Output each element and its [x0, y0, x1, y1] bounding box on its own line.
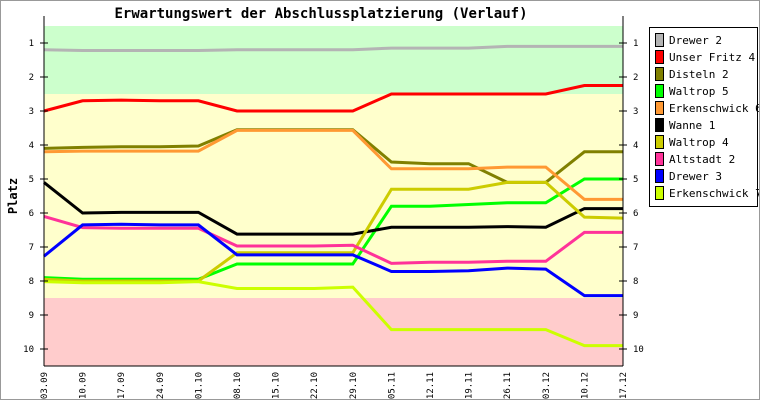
x-tick-label: 03.09	[40, 372, 50, 399]
y-tick-label: 3	[29, 107, 34, 117]
legend-item: Waltrop 5	[655, 84, 729, 100]
y-tick-label-right: 10	[633, 345, 644, 355]
y-tick-label-right: 9	[633, 311, 638, 321]
series-line-erkenschwick-6	[43, 128, 623, 201]
x-tick-label: 05.11	[387, 372, 397, 399]
zone-band	[44, 298, 623, 366]
legend-label: Waltrop 5	[669, 85, 729, 98]
zone-band	[44, 26, 623, 94]
y-tick-label-right: 3	[633, 107, 638, 117]
legend-swatch	[655, 169, 664, 183]
x-tick-label: 03.12	[542, 372, 552, 399]
legend-swatch	[655, 118, 664, 132]
series-line-waltrop-5	[43, 177, 623, 281]
legend-swatch	[655, 67, 664, 81]
legend-swatch	[655, 33, 664, 47]
legend: Drewer 2 Unser Fritz 4 Disteln 2 Waltrop 5 E…	[649, 27, 760, 207]
x-tick-label: 29.10	[349, 372, 359, 399]
y-tick-label: 5	[29, 175, 34, 185]
y-tick-label-right: 4	[633, 141, 638, 151]
x-tick-label: 10.09	[79, 372, 89, 399]
x-tick-label: 01.10	[194, 372, 204, 399]
y-tick-label: 4	[29, 141, 34, 151]
legend-item: Unser Fritz 4	[655, 50, 755, 66]
y-tick-label-right: 1	[633, 39, 638, 49]
y-tick-label-right: 2	[633, 73, 638, 83]
x-tick-label: 10.12	[580, 372, 590, 399]
x-tick-label: 26.11	[503, 372, 513, 399]
y-tick-label-right: 8	[633, 277, 638, 287]
legend-label: Waltrop 4	[669, 136, 729, 149]
legend-item: Waltrop 4	[655, 135, 729, 151]
y-axis-label: Platz	[6, 178, 20, 214]
legend-label: Drewer 2	[669, 34, 722, 47]
series-line-altstadt-2	[43, 214, 623, 265]
legend-swatch	[655, 186, 664, 200]
legend-item: Drewer 2	[655, 33, 722, 49]
legend-label: Unser Fritz 4	[669, 51, 756, 64]
legend-item: Erkenschwick 7	[655, 186, 760, 202]
series-line-erkenschwick-7	[43, 280, 623, 348]
y-tick-label: 7	[29, 243, 34, 253]
legend-label: Wanne 1	[669, 119, 716, 132]
legend-item: Erkenschwick 6	[655, 101, 760, 117]
x-tick-label: 17.09	[117, 372, 127, 399]
series-line-unser-fritz-4	[43, 84, 623, 113]
series-line-wanne-1	[43, 181, 623, 236]
legend-swatch	[655, 152, 664, 166]
legend-label: Disteln 2	[669, 68, 729, 81]
legend-swatch	[655, 135, 664, 149]
legend-item: Wanne 1	[655, 118, 715, 134]
legend-label: Drewer 3	[669, 170, 722, 183]
y-tick-label: 9	[29, 311, 34, 321]
y-tick-label-right: 6	[633, 209, 638, 219]
legend-label: Erkenschwick 7	[669, 187, 760, 200]
y-tick-label: 2	[29, 73, 34, 83]
x-tick-label: 15.10	[272, 372, 282, 399]
y-tick-label: 8	[29, 277, 34, 287]
x-tick-label: 22.10	[310, 372, 320, 399]
y-tick-label-right: 5	[633, 175, 638, 185]
legend-item: Disteln 2	[655, 67, 729, 83]
x-tick-label: 24.09	[156, 372, 166, 399]
x-tick-label: 08.10	[233, 372, 243, 399]
legend-item: Drewer 3	[655, 169, 722, 185]
y-tick-label: 10	[23, 345, 34, 355]
x-tick-label: 19.11	[465, 372, 475, 399]
chart-title: Erwartungswert der Abschlussplatzierung …	[114, 6, 528, 22]
series-line-drewer-2	[43, 44, 623, 52]
legend-swatch	[655, 84, 664, 98]
legend-label: Altstadt 2	[669, 153, 736, 166]
legend-swatch	[655, 101, 664, 115]
series-line-waltrop-4	[43, 180, 624, 283]
series-line-drewer-3	[43, 222, 623, 298]
legend-swatch	[655, 50, 664, 64]
y-tick-label: 1	[29, 39, 34, 49]
y-tick-label-right: 7	[633, 243, 638, 253]
legend-item: Altstadt 2	[655, 152, 735, 168]
y-tick-label: 6	[29, 209, 34, 219]
legend-label: Erkenschwick 6	[669, 102, 760, 115]
x-tick-label: 12.11	[426, 372, 436, 399]
x-tick-label: 17.12	[619, 372, 629, 399]
